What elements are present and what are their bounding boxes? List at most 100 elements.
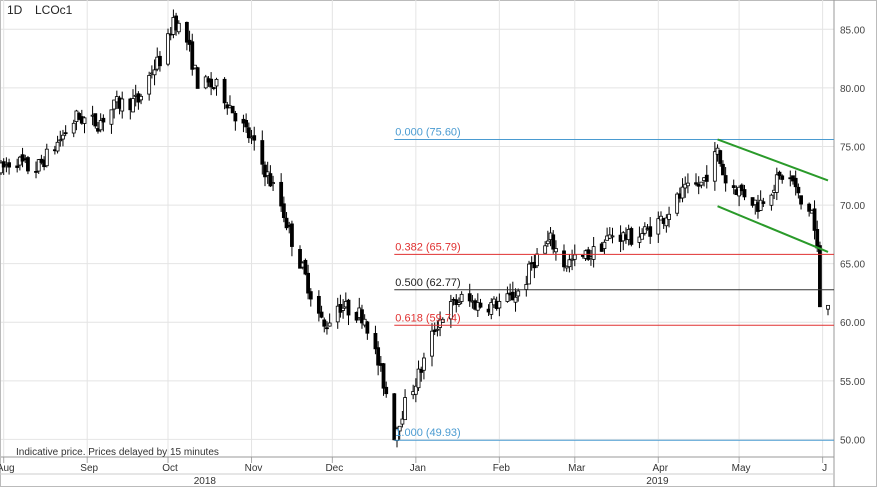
candle-body bbox=[211, 87, 216, 89]
candle-body bbox=[303, 259, 308, 275]
candle-body bbox=[308, 291, 313, 300]
candle-body bbox=[454, 299, 459, 305]
candle-body bbox=[535, 253, 539, 267]
candle-body bbox=[36, 159, 41, 172]
candle-body bbox=[793, 177, 798, 188]
candle-body bbox=[214, 78, 219, 87]
x-month-label: Oct bbox=[162, 463, 178, 474]
candle-body bbox=[664, 217, 669, 227]
candle-body bbox=[246, 127, 251, 139]
fib-level-label: 0.382 (65.79) bbox=[395, 241, 460, 253]
candle-body bbox=[360, 309, 364, 324]
candle-body bbox=[101, 117, 106, 123]
candle-body bbox=[718, 150, 723, 164]
candle-body bbox=[812, 208, 817, 231]
candle-body bbox=[799, 195, 803, 205]
candle-body bbox=[290, 223, 294, 247]
y-tick-label: 75.00 bbox=[840, 142, 865, 153]
candle-body bbox=[252, 135, 257, 141]
candle-body bbox=[325, 327, 329, 330]
fib-level-label: 0.618 (59.74) bbox=[395, 312, 460, 324]
candle-body bbox=[193, 64, 197, 69]
candle-body bbox=[694, 182, 698, 185]
candle-body bbox=[826, 304, 830, 310]
candle-body bbox=[497, 301, 502, 309]
candle-body bbox=[384, 386, 389, 395]
candle-body bbox=[58, 139, 63, 142]
candle-body bbox=[602, 241, 607, 249]
x-month-label: Sep bbox=[80, 463, 98, 474]
candle-body bbox=[298, 249, 302, 269]
candle-body bbox=[281, 203, 286, 219]
candle-body bbox=[572, 254, 577, 260]
x-month-label: Aug bbox=[0, 463, 15, 474]
x-month-label: Dec bbox=[325, 463, 343, 474]
candle-body bbox=[419, 368, 424, 373]
candle-body bbox=[505, 293, 510, 302]
candle-body bbox=[7, 162, 11, 168]
candle-body bbox=[680, 186, 685, 199]
candle-body bbox=[478, 302, 483, 308]
candle-body bbox=[34, 171, 38, 173]
candle-body bbox=[629, 228, 634, 245]
candle-body bbox=[723, 175, 728, 184]
fib-level-label: 0.000 (75.60) bbox=[395, 126, 460, 138]
candle-body bbox=[244, 119, 249, 128]
x-month-label: J bbox=[822, 463, 827, 474]
candle-body bbox=[731, 185, 736, 188]
candle-body bbox=[416, 368, 421, 389]
candle-body bbox=[319, 311, 324, 318]
candle-body bbox=[109, 109, 114, 125]
candle-body bbox=[758, 199, 763, 211]
candle-body bbox=[139, 95, 143, 101]
candle-body bbox=[510, 291, 515, 301]
candle-body bbox=[459, 293, 464, 302]
candle-body bbox=[440, 318, 445, 323]
candle-body bbox=[209, 78, 214, 88]
x-month-label: Feb bbox=[493, 463, 511, 474]
candle-body bbox=[233, 113, 238, 122]
candle-body bbox=[397, 425, 402, 432]
candle-body bbox=[381, 363, 386, 389]
candle-body bbox=[376, 347, 381, 366]
x-month-label: May bbox=[732, 463, 751, 474]
candle-body bbox=[640, 233, 645, 240]
candle-body bbox=[44, 148, 49, 167]
candle-body bbox=[346, 299, 351, 316]
candle-body bbox=[796, 186, 801, 194]
candle-body bbox=[365, 321, 370, 334]
candle-body bbox=[742, 189, 747, 198]
candle-body bbox=[527, 263, 531, 285]
y-tick-label: 50.00 bbox=[840, 435, 865, 446]
candle-body bbox=[71, 122, 76, 134]
candle-body bbox=[430, 330, 434, 357]
candle-body bbox=[432, 329, 437, 333]
candle-body bbox=[545, 240, 550, 245]
candle-body bbox=[112, 99, 117, 110]
candle-body bbox=[306, 272, 310, 294]
candle-body bbox=[712, 151, 717, 182]
candle-body bbox=[667, 213, 671, 220]
fib-level-label: 0.500 (62.77) bbox=[395, 277, 460, 289]
candle-body bbox=[567, 259, 572, 268]
candle-body bbox=[327, 322, 332, 327]
x-month-label: Apr bbox=[653, 463, 669, 474]
candle-body bbox=[777, 171, 782, 176]
candle-body bbox=[176, 22, 181, 33]
candle-body bbox=[271, 182, 275, 184]
candle-body bbox=[98, 120, 103, 131]
candle-body bbox=[195, 67, 200, 89]
fib-level-label: 1.000 (49.93) bbox=[395, 427, 460, 439]
candle-body bbox=[147, 75, 152, 95]
candle-body bbox=[769, 194, 774, 206]
candle-body bbox=[131, 98, 135, 113]
x-year-label: 2019 bbox=[646, 476, 669, 487]
candle-body bbox=[721, 163, 725, 176]
candle-body bbox=[26, 157, 30, 172]
candle-body bbox=[564, 265, 569, 269]
candle-body bbox=[15, 165, 20, 168]
candle-body bbox=[807, 203, 812, 212]
x-month-label: Mar bbox=[568, 463, 586, 474]
candle-body bbox=[656, 218, 661, 235]
